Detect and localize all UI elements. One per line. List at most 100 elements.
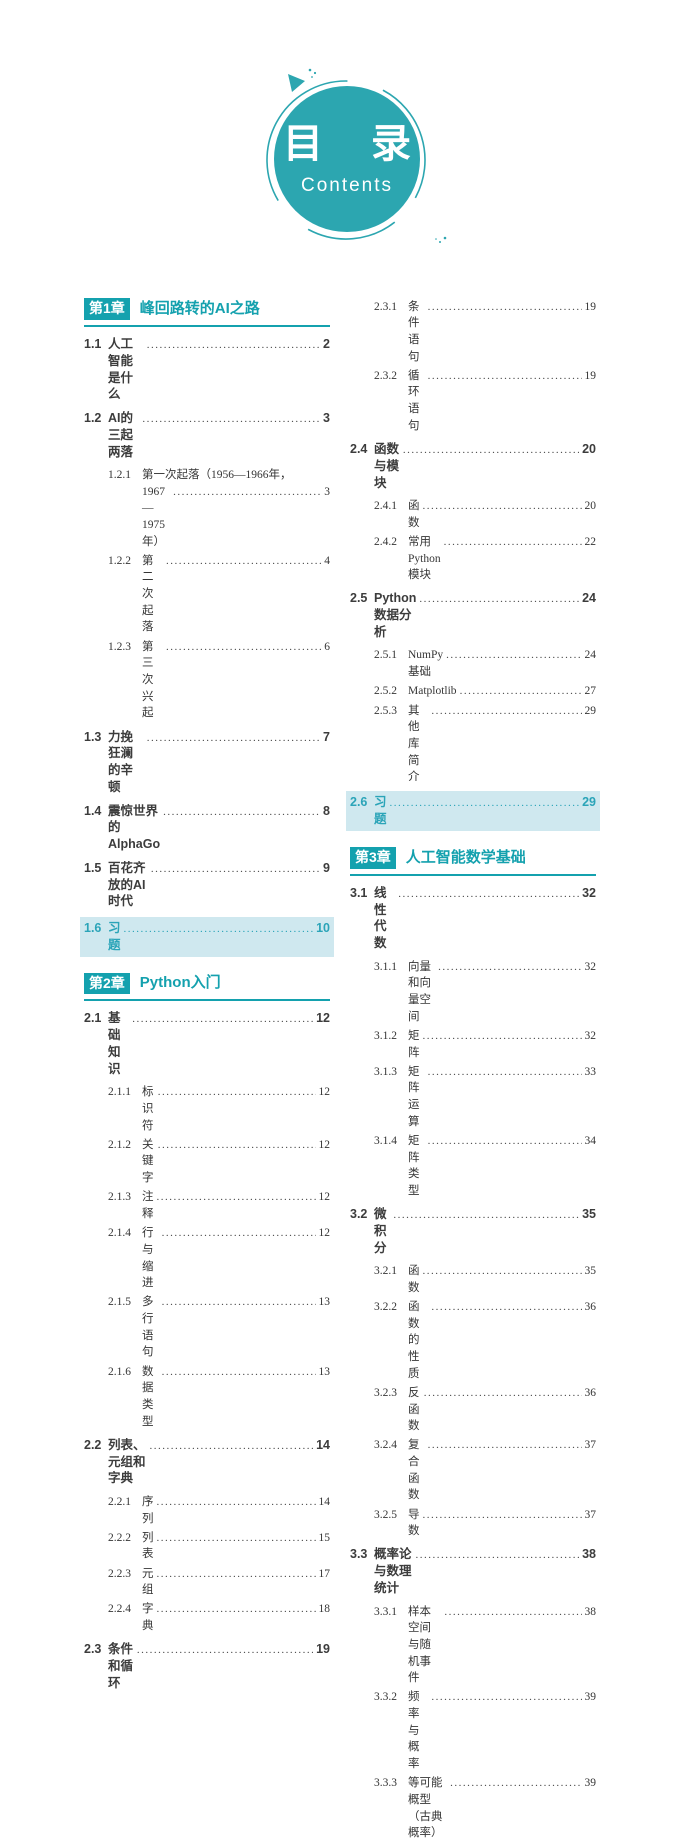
page-number: 18 xyxy=(318,1603,331,1616)
toc-entry: 2.1.1 标识符 12 xyxy=(108,1084,330,1134)
badge-decoration xyxy=(266,68,447,243)
entry-number: 2.5.2 xyxy=(374,685,397,698)
page-number: 6 xyxy=(324,640,330,653)
dot-leader xyxy=(428,369,582,385)
toc-entry: 3.1 线性代数 32 xyxy=(350,885,596,953)
entry-title: 常用Python模块 xyxy=(408,535,441,582)
entry-title: 注释 xyxy=(142,1191,154,1220)
dot-leader xyxy=(157,1531,316,1547)
page-number: 22 xyxy=(584,535,597,548)
dot-leader xyxy=(416,1548,580,1563)
toc-entry: 1.2 AI的三起两落 3 xyxy=(84,410,330,461)
toc-entry: 3.1.3 矩阵运算 33 xyxy=(374,1064,596,1131)
entry-number: 2.3.2 xyxy=(374,369,397,382)
page-number: 7 xyxy=(323,729,330,744)
dot-leader xyxy=(158,1138,316,1154)
chapter-title: 人工智能数学基础 xyxy=(405,848,526,866)
page-number: 29 xyxy=(584,704,597,717)
dot-leader xyxy=(431,704,581,720)
entry-title: 样本空间与随机事件 xyxy=(408,1605,431,1685)
page-number: 36 xyxy=(584,1386,597,1399)
dot-leader xyxy=(424,1386,582,1402)
entry-title: 函数与模块 xyxy=(374,441,400,490)
toc-entry-highlighted: 1.6 习题 10 xyxy=(80,916,334,957)
entry-title: 第三次兴起 xyxy=(142,640,154,720)
dot-leader xyxy=(132,1012,313,1027)
dot-leader xyxy=(390,796,580,811)
entry-number: 1.3 xyxy=(84,729,102,744)
chapter-header: 第1章 峰回路转的AI之路 xyxy=(84,298,330,327)
entry-number: 1.6 xyxy=(84,920,102,935)
toc-entry: 3.2.4 复合函数 37 xyxy=(374,1437,596,1504)
page-number: 19 xyxy=(316,1642,330,1657)
toc-entry: 2.1.2 关键字 12 xyxy=(108,1137,330,1187)
entry-title: 概率论与数理统计 xyxy=(374,1547,412,1596)
entry-title: 第二次起落 xyxy=(142,554,154,634)
toc-entry: 2.2.1 序列 14 xyxy=(108,1494,330,1527)
chapter-title: 峰回路转的AI之路 xyxy=(139,299,260,317)
chapter-number-badge: 第2章 xyxy=(84,972,130,995)
entry-number: 1.2.3 xyxy=(108,640,131,653)
toc-entry: 1.5 百花齐放的AI时代 9 xyxy=(84,860,330,911)
entry-number: 3.1.1 xyxy=(374,960,397,973)
dot-leader xyxy=(460,684,582,700)
entry-number: 2.3.1 xyxy=(374,300,397,313)
toc-entry: 2.1.6 数据类型 13 xyxy=(108,1364,330,1431)
toc-entry: 2.3.1 条件语句 19 xyxy=(374,299,596,366)
dot-leader xyxy=(428,1065,582,1081)
page-number: 24 xyxy=(582,591,596,606)
entry-title: 序列 xyxy=(142,1495,154,1525)
entry-number: 3.2.1 xyxy=(374,1265,397,1278)
toc-entry: 3.2.1 函数 35 xyxy=(374,1263,596,1296)
toc-entry: 2.2 列表、元组和字典 14 xyxy=(84,1437,330,1488)
toc-entry: 1.1 人工智能是什么 2 xyxy=(84,336,330,404)
dot-leader xyxy=(137,1643,313,1658)
entry-title: 条件和循环 xyxy=(108,1642,134,1690)
entry-line-2: 1967—1975年） 3 xyxy=(142,484,330,551)
dot-leader xyxy=(446,648,581,664)
page-number: 37 xyxy=(584,1508,597,1521)
entry-number: 3.3 xyxy=(350,1547,368,1562)
dot-leader xyxy=(423,1508,582,1524)
contents-circle: 目 录 Contents xyxy=(274,86,420,232)
entry-number: 3.1.3 xyxy=(374,1065,397,1078)
page-number: 39 xyxy=(584,1777,597,1790)
toc-entry: 2.5 Python数据分析 24 xyxy=(350,590,596,641)
entry-number: 2.6 xyxy=(350,795,368,810)
entry-number: 3.2.2 xyxy=(374,1301,397,1314)
dot-leader xyxy=(163,805,320,820)
contents-badge: 目 录 Contents xyxy=(0,0,680,300)
dot-leader xyxy=(398,887,579,902)
entry-number: 2.1.2 xyxy=(108,1138,131,1151)
entry-title: 矩阵运算 xyxy=(408,1065,420,1128)
dot-leader xyxy=(403,443,579,458)
entry-title: 频率与概率 xyxy=(408,1691,420,1771)
entry-number: 3.2.3 xyxy=(374,1386,397,1399)
entry-number: 2.2.3 xyxy=(108,1567,131,1580)
entry-number: 2.5.1 xyxy=(374,649,397,662)
dot-leader xyxy=(157,1567,316,1583)
page-number: 20 xyxy=(584,500,597,512)
entry-number: 2.1.4 xyxy=(108,1227,131,1240)
toc-entry: 2.5.2 Matplotlib 27 xyxy=(374,683,596,700)
toc-entry: 1.2.2 第二次起落 4 xyxy=(108,553,330,636)
entry-number: 3.1.2 xyxy=(374,1029,397,1042)
entry-number: 3.1.4 xyxy=(374,1134,397,1147)
entry-title: 第一次起落（1956—1966年， xyxy=(142,468,292,481)
entry-title-continued: 1967—1975年） xyxy=(142,485,165,548)
dot-leader xyxy=(166,554,321,570)
entry-title: 元组 xyxy=(142,1567,154,1597)
entry-number: 3.3.2 xyxy=(374,1691,397,1704)
dot-leader xyxy=(157,1495,316,1511)
entry-line-1: 1.2.1 第一次起落（1956—1966年， xyxy=(108,467,330,484)
entry-title: Python数据分析 xyxy=(374,591,417,640)
toc-entry: 1.3 力挽狂澜的辛顿 7 xyxy=(84,729,330,797)
page-number: 3 xyxy=(323,410,330,425)
toc-entry: 3.3 概率论与数理统计 38 xyxy=(350,1546,596,1597)
dot-leader xyxy=(444,535,582,551)
badge-dots xyxy=(308,68,447,243)
toc-entry: 2.5.1 NumPy基础 24 xyxy=(374,647,596,680)
entry-title: 复合函数 xyxy=(408,1439,420,1502)
dot-leader xyxy=(393,1208,579,1223)
entry-number: 2.5 xyxy=(350,591,368,606)
